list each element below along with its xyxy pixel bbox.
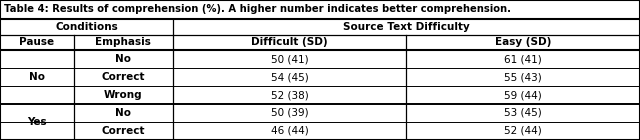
- Text: Pause: Pause: [19, 37, 54, 47]
- Text: Source Text Difficulty: Source Text Difficulty: [343, 22, 470, 32]
- Text: 59 (44): 59 (44): [504, 90, 542, 100]
- Text: Yes: Yes: [27, 117, 47, 127]
- Text: Table 4: Results of comprehension (%). A higher number indicates better comprehe: Table 4: Results of comprehension (%). A…: [4, 4, 511, 14]
- Text: Correct: Correct: [102, 72, 145, 82]
- Text: 55 (43): 55 (43): [504, 72, 542, 82]
- Text: Easy (SD): Easy (SD): [495, 37, 552, 47]
- Text: No: No: [115, 54, 131, 64]
- Text: No: No: [115, 108, 131, 118]
- Text: 50 (41): 50 (41): [271, 54, 308, 64]
- Text: 46 (44): 46 (44): [271, 126, 308, 136]
- Text: No: No: [29, 72, 45, 82]
- Text: Difficult (SD): Difficult (SD): [252, 37, 328, 47]
- Text: Wrong: Wrong: [104, 90, 143, 100]
- Text: 52 (44): 52 (44): [504, 126, 542, 136]
- Text: 54 (45): 54 (45): [271, 72, 308, 82]
- Text: 53 (45): 53 (45): [504, 108, 542, 118]
- Text: Correct: Correct: [102, 126, 145, 136]
- Text: Emphasis: Emphasis: [95, 37, 151, 47]
- Text: 52 (38): 52 (38): [271, 90, 308, 100]
- Text: 50 (39): 50 (39): [271, 108, 308, 118]
- Text: 61 (41): 61 (41): [504, 54, 542, 64]
- Text: Conditions: Conditions: [55, 22, 118, 32]
